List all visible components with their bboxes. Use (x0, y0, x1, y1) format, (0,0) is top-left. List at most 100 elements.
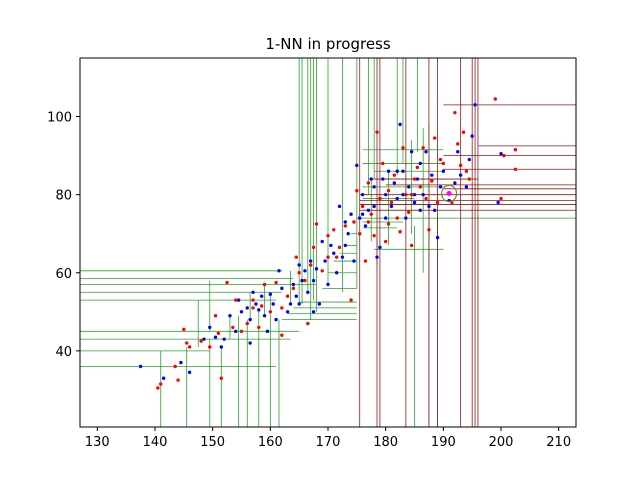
data-point-blue (263, 314, 266, 317)
data-point-red (246, 322, 249, 325)
data-point-red (338, 246, 341, 249)
data-point-red (309, 263, 312, 266)
data-point-red (427, 228, 430, 231)
data-point-red (494, 97, 497, 100)
data-point-red (188, 345, 191, 348)
data-point-blue (306, 291, 309, 294)
data-point-red (321, 269, 324, 272)
data-point-red (407, 211, 410, 214)
data-point-blue (401, 170, 404, 173)
data-point-red (176, 378, 179, 381)
data-point-blue (272, 302, 275, 305)
data-point-blue (277, 269, 280, 272)
data-point-red (413, 177, 416, 180)
data-point-red (436, 201, 439, 204)
data-point-blue (393, 181, 396, 184)
data-point-blue (344, 220, 347, 223)
data-point-red (514, 148, 517, 151)
data-point-blue (361, 212, 364, 215)
data-point-blue (370, 177, 373, 180)
data-point-red (352, 220, 355, 223)
data-point-red (217, 332, 220, 335)
data-point-blue (372, 185, 375, 188)
data-point-blue (274, 318, 277, 321)
data-point-red (280, 334, 283, 337)
data-point-blue (468, 158, 471, 161)
data-point-red (312, 246, 315, 249)
data-point-red (430, 179, 433, 182)
data-point-red (159, 382, 162, 385)
data-point-red (326, 234, 329, 237)
data-point-red (280, 306, 283, 309)
data-point-red (433, 136, 436, 139)
data-point-blue (254, 302, 257, 305)
data-point-blue (321, 240, 324, 243)
data-point-blue (292, 283, 295, 286)
data-point-red (416, 166, 419, 169)
data-point-blue (410, 150, 413, 153)
data-point-red (439, 158, 442, 161)
data-point-blue (387, 170, 390, 173)
data-point-blue (349, 212, 352, 215)
x-tick-label: 200 (489, 435, 514, 450)
data-point-red (396, 216, 399, 219)
query-point (447, 191, 452, 196)
data-point-blue (297, 302, 300, 305)
data-point-red (225, 281, 228, 284)
data-point-red (240, 330, 243, 333)
x-tick-label: 150 (200, 435, 225, 450)
data-point-blue (318, 302, 321, 305)
data-point-blue (260, 294, 263, 297)
data-point-red (355, 189, 358, 192)
y-tick-label: 40 (55, 345, 72, 360)
data-point-red (199, 339, 202, 342)
data-point-red (231, 326, 234, 329)
data-point-red (364, 259, 367, 262)
data-point-red (182, 328, 185, 331)
data-point-red (381, 162, 384, 165)
data-point-blue (407, 185, 410, 188)
data-point-red (424, 197, 427, 200)
data-point-red (315, 222, 318, 225)
data-point-blue (202, 337, 205, 340)
data-point-red (332, 228, 335, 231)
data-point-blue (453, 181, 456, 184)
data-point-blue (309, 259, 312, 262)
x-tick-label: 140 (143, 435, 168, 450)
data-point-blue (381, 177, 384, 180)
data-point-red (502, 154, 505, 157)
data-point-blue (430, 173, 433, 176)
data-point-red (173, 365, 176, 368)
data-point-blue (396, 170, 399, 173)
data-point-red (372, 234, 375, 237)
data-point-red (387, 222, 390, 225)
data-point-blue (375, 255, 378, 258)
data-point-red (465, 170, 468, 173)
data-point-blue (240, 310, 243, 313)
y-tick-label: 80 (55, 189, 72, 204)
data-point-red (251, 306, 254, 309)
data-point-blue (335, 271, 338, 274)
x-tick-label: 190 (431, 435, 456, 450)
data-point-red (514, 168, 517, 171)
data-point-blue (312, 279, 315, 282)
data-point-blue (312, 310, 315, 313)
data-point-red (361, 205, 364, 208)
data-point-blue (398, 123, 401, 126)
data-point-blue (413, 201, 416, 204)
data-point-blue (421, 193, 424, 196)
data-point-blue (315, 267, 318, 270)
data-point-blue (378, 246, 381, 249)
data-point-red (295, 255, 298, 258)
data-point-blue (257, 308, 260, 311)
chart-title: 1-NN in progress (265, 35, 391, 53)
data-point-red (468, 177, 471, 180)
data-point-blue (251, 291, 254, 294)
data-point-blue (473, 103, 476, 106)
data-point-blue (179, 361, 182, 364)
data-point-blue (419, 209, 422, 212)
data-point-red (401, 146, 404, 149)
x-tick-label: 210 (546, 435, 571, 450)
data-point-blue (470, 134, 473, 137)
